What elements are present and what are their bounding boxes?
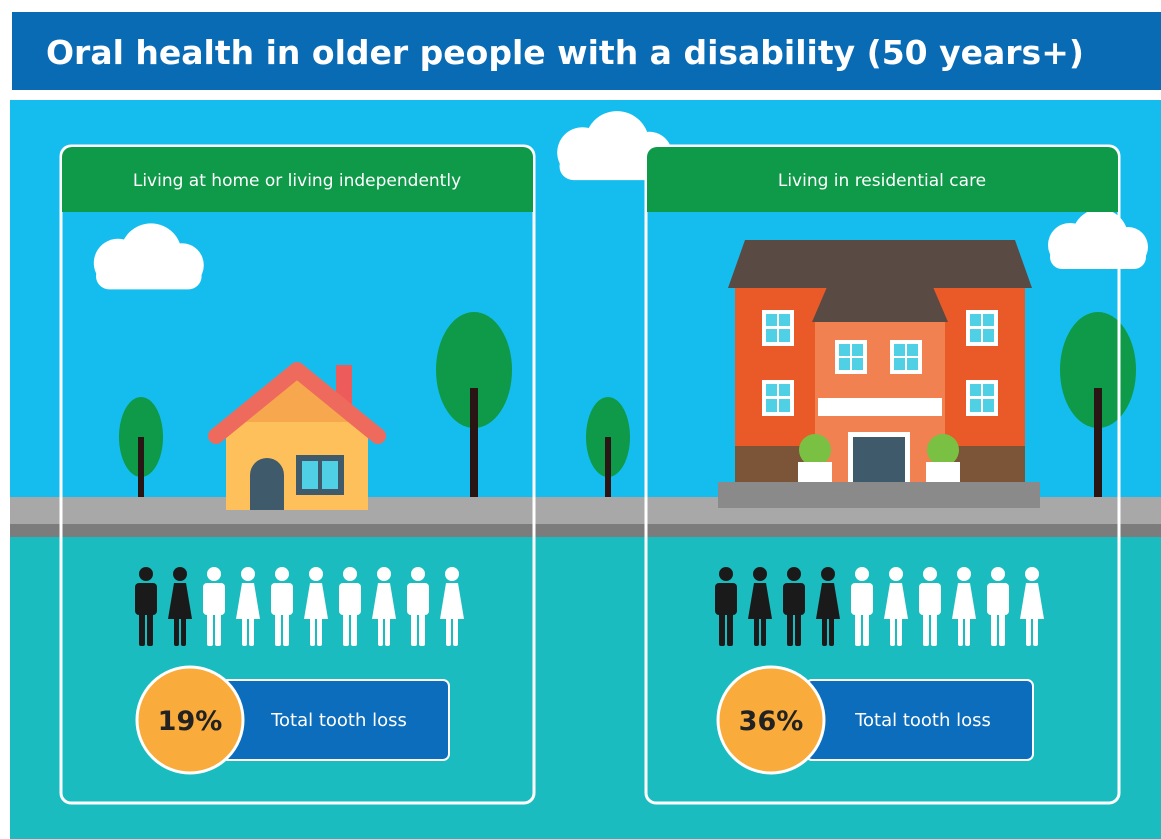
title: Oral health in older people with a disab… <box>46 33 1084 72</box>
infographic: Oral health in older people with a disab… <box>0 0 1161 839</box>
page: {"header": {"title": "Oral health in old… <box>0 0 1161 839</box>
stat-percent: 36% <box>739 706 804 737</box>
stat-label: Total tooth loss <box>270 710 407 731</box>
care-home <box>718 240 1040 508</box>
panel-heading: Living in residential care <box>778 171 986 191</box>
road-edge <box>10 524 1161 537</box>
stat-label: Total tooth loss <box>854 710 991 731</box>
panel-heading: Living at home or living independently <box>133 171 461 191</box>
stat-percent: 19% <box>158 706 223 737</box>
